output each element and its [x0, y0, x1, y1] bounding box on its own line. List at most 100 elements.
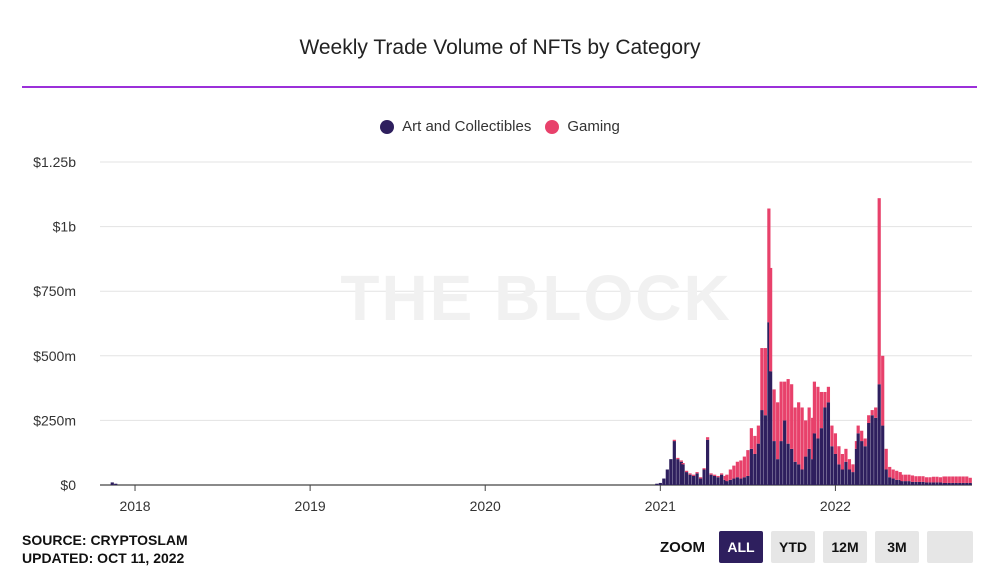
- y-tick-label: $750m: [33, 283, 76, 299]
- bar-gaming: [779, 381, 783, 442]
- bar-gaming: [684, 470, 689, 473]
- bar-art: [826, 402, 831, 485]
- bar-art: [709, 474, 713, 485]
- y-tick-label: $250m: [33, 412, 76, 428]
- bar-art: [840, 469, 845, 485]
- bar-art: [681, 464, 685, 485]
- bar-art: [891, 478, 895, 485]
- zoom-all-button[interactable]: ALL: [719, 531, 763, 563]
- bar-art: [895, 479, 899, 485]
- y-tick-label: $0: [60, 477, 76, 493]
- bar-gaming: [867, 415, 871, 423]
- bar-gaming: [709, 473, 713, 475]
- bar-gaming: [881, 355, 885, 426]
- bar-art: [884, 469, 888, 485]
- bar-art: [655, 483, 659, 485]
- bar-gaming: [746, 450, 750, 476]
- bar-art: [907, 481, 911, 485]
- bar-art: [728, 479, 732, 485]
- bar-gaming: [742, 456, 746, 478]
- bar-gaming: [695, 472, 699, 474]
- bar-art: [749, 448, 753, 485]
- bar-gaming: [860, 430, 864, 442]
- bar-gaming: [816, 386, 820, 439]
- legend-label-art: Art and Collectibles: [402, 118, 532, 135]
- bar-gaming: [935, 476, 939, 483]
- bar-art: [669, 459, 673, 485]
- bar-gaming: [856, 425, 860, 434]
- bar-art: [720, 474, 724, 485]
- bar-art: [877, 384, 881, 485]
- bar-gaming: [944, 476, 948, 483]
- bar-gaming: [942, 476, 946, 483]
- bar-art: [965, 482, 969, 485]
- bar-art: [900, 481, 904, 485]
- bar-gaming: [720, 473, 724, 475]
- bar-gaming: [691, 474, 696, 476]
- bar-art: [676, 459, 680, 485]
- bar-art: [739, 478, 743, 485]
- bar-art: [860, 441, 864, 485]
- bar-art: [679, 461, 683, 485]
- bar-gaming: [735, 461, 739, 478]
- legend-item-gaming[interactable]: Gaming: [545, 118, 620, 135]
- bar-art: [753, 453, 757, 485]
- x-tick-label: 2020: [470, 498, 501, 514]
- zoom-3m-button[interactable]: 3M: [875, 531, 919, 563]
- bar-gaming: [756, 425, 760, 444]
- bar-art: [742, 477, 746, 485]
- zoom-extra-button[interactable]: [927, 531, 973, 563]
- bar-art: [938, 482, 943, 485]
- bar-art: [732, 478, 736, 485]
- bar-art: [705, 439, 710, 485]
- chart-title: Weekly Trade Volume of NFTs by Category: [299, 36, 701, 59]
- bar-gaming: [772, 389, 776, 442]
- bar-gaming: [753, 435, 757, 454]
- legend-item-art[interactable]: Art and Collectibles: [380, 118, 531, 135]
- zoom-12m-button[interactable]: 12M: [823, 531, 867, 563]
- chart-plot-area: $0 $250m $500m $750m $1b $1.25b THE BLOCK 2018 2…: [33, 154, 972, 514]
- bar-art: [888, 477, 892, 485]
- bar-gaming: [917, 476, 922, 482]
- bar-art: [665, 469, 669, 485]
- bar-gaming: [783, 381, 787, 421]
- bar-art: [917, 481, 922, 485]
- legend-label-gaming: Gaming: [567, 118, 620, 135]
- bar-gaming: [874, 407, 878, 418]
- bar-art: [928, 482, 932, 485]
- bar-art: [881, 425, 885, 485]
- bar-art: [931, 482, 936, 485]
- bar-gaming: [891, 469, 895, 479]
- bar-art: [735, 477, 739, 485]
- bar-gaming: [749, 428, 753, 449]
- zoom-ytd-button[interactable]: YTD: [771, 531, 815, 563]
- bar-gaming: [728, 469, 732, 480]
- bar-art: [816, 438, 820, 485]
- bar-gaming: [898, 472, 902, 480]
- bar-gaming: [924, 477, 929, 483]
- bar-art: [968, 482, 972, 485]
- bar-gaming: [812, 381, 817, 434]
- y-tick-label: $1.25b: [33, 154, 76, 170]
- bar-gaming: [676, 457, 680, 460]
- source-note: SOURCE: CRYPTOSLAM: [22, 532, 188, 548]
- bar-gaming: [884, 448, 888, 470]
- bar-gaming: [763, 348, 767, 416]
- bar-gaming: [823, 391, 827, 408]
- bar-art: [713, 475, 717, 485]
- bar-art: [935, 482, 939, 485]
- bar-art: [691, 475, 696, 485]
- bar-art: [776, 459, 780, 485]
- bar-art: [947, 482, 951, 485]
- bar-art: [725, 481, 729, 485]
- bar-art: [874, 417, 878, 485]
- bar-gaming: [786, 379, 790, 444]
- bar-gaming: [954, 476, 958, 483]
- bar-art: [797, 464, 801, 485]
- bar-art: [698, 478, 703, 485]
- bar-art: [746, 475, 750, 485]
- bar-art: [716, 477, 720, 485]
- bar-art: [688, 474, 692, 485]
- title-divider: [22, 86, 977, 88]
- legend: Art and Collectibles Gaming: [0, 118, 1000, 135]
